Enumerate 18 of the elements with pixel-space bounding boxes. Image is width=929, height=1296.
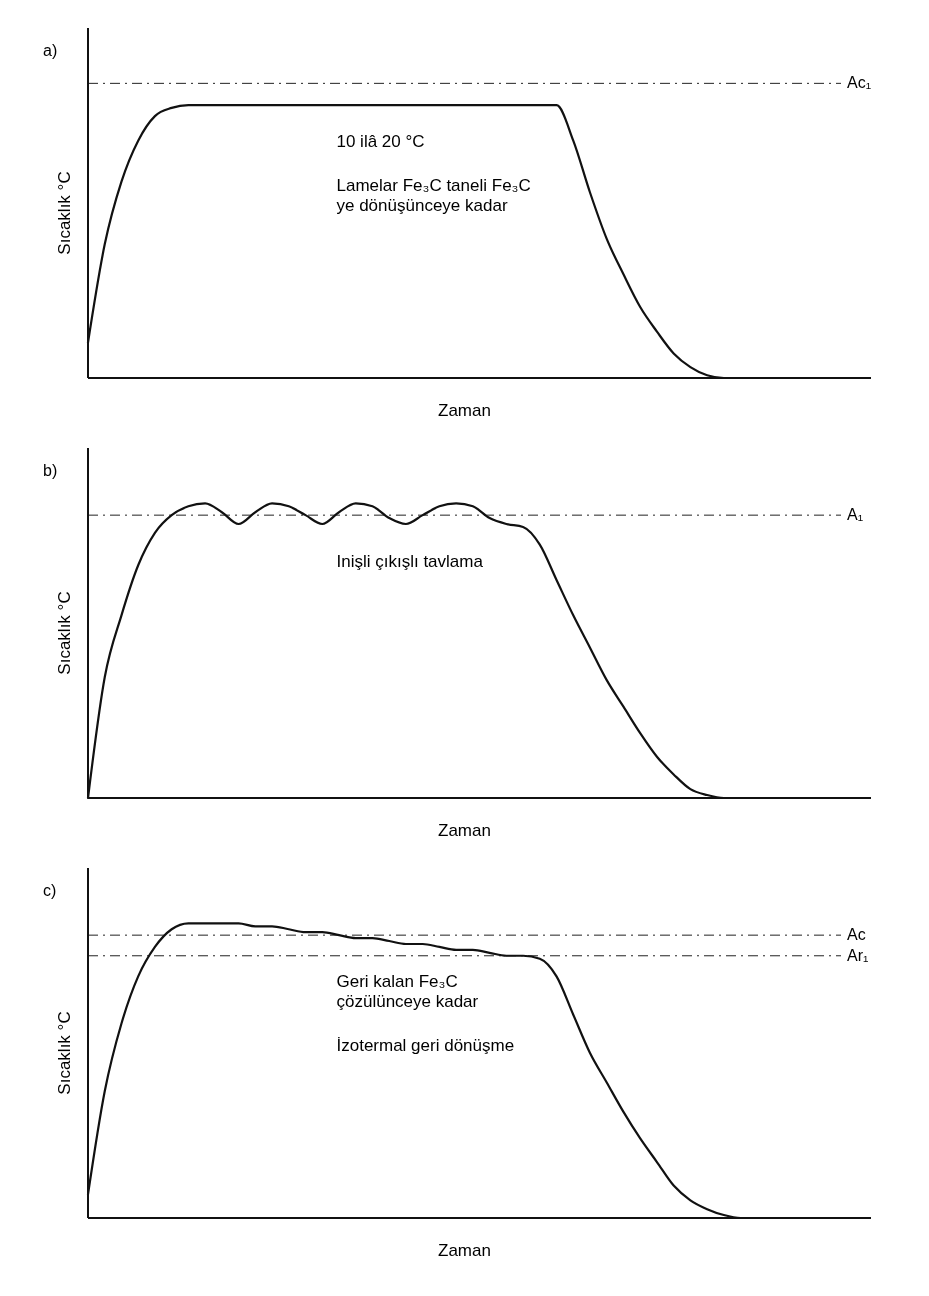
ref-line-label: Ac [847,926,866,944]
ref-line-label: Ar₁ [847,946,869,964]
x-axis-title: Zaman [438,401,491,420]
y-axis-title: Sıcaklık °C [55,591,74,675]
y-axis-title: Sıcaklık °C [55,171,74,255]
y-axis-title: Sıcaklık °C [55,1011,74,1095]
ref-line-label: Ac₁ [847,74,872,92]
chart-title: b) [43,462,58,479]
chart-title: c) [43,882,57,899]
annotation: Geri kalan Fe₃C çözülünceye kadar [336,972,479,1011]
ref-line-label: A₁ [847,506,864,524]
chart-title: a) [43,42,58,59]
x-axis-title: Zaman [438,1241,491,1260]
x-axis-title: Zaman [438,821,491,840]
annotation: İzotermal geri dönüşme [336,1036,515,1055]
annotation: Inişli çıkışlı tavlama [336,552,484,571]
annotation: 10 ilâ 20 °C [336,132,425,151]
annotation: Lamelar Fe₃C taneli Fe₃C ye dönüşünceye kadar [336,176,531,215]
